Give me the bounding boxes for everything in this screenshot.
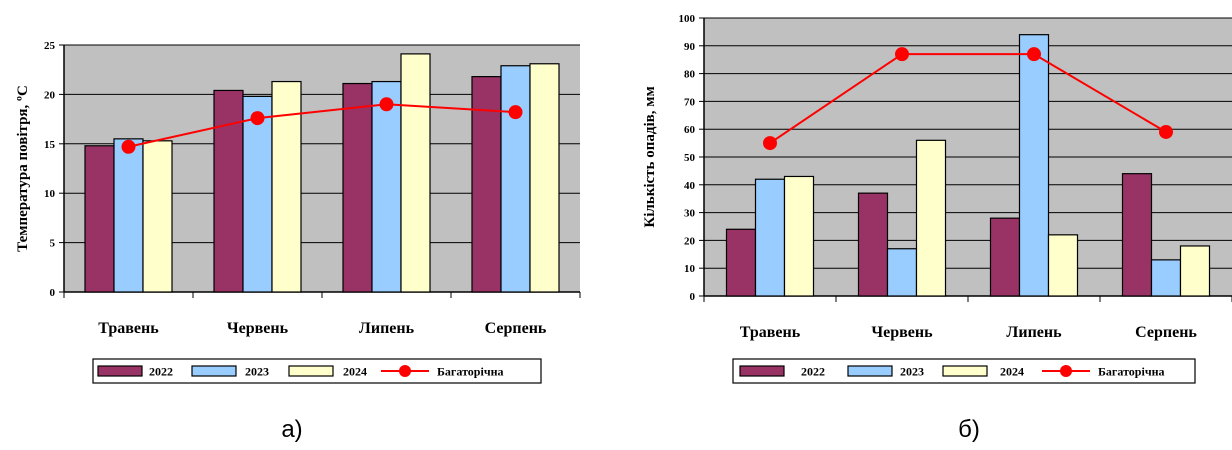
y-tick-label: 30: [684, 208, 696, 220]
bar-2024-2: [400, 53, 431, 293]
bar-2023-3: [1150, 259, 1182, 297]
legend-label: 2023: [245, 365, 269, 379]
mean-point-0: [121, 139, 136, 154]
y-tick-label: 60: [684, 124, 696, 136]
legend-label: Багаторічна: [437, 365, 504, 379]
mean-point-2: [1027, 47, 1041, 62]
bar-2023-2: [1018, 34, 1050, 297]
y-tick-label: 0: [690, 291, 696, 303]
bar-2022-0: [725, 228, 757, 297]
y-tick-label: 90: [684, 41, 696, 53]
legend-label: 2024: [1000, 365, 1024, 379]
mean-point-0: [763, 136, 777, 151]
category-label: Травень: [98, 320, 159, 337]
legend-label: 2024: [343, 365, 367, 379]
chart-temperature: 0 5 10 15 20 25 Травень Червень Липень Серпень Тем…: [15, 40, 581, 443]
bar-2023-1: [242, 95, 273, 293]
y-tick-label: 80: [684, 69, 696, 81]
bar-2024-0: [783, 175, 815, 297]
bar-2022-1: [857, 192, 889, 297]
y-tick-label: 10: [684, 263, 696, 275]
legend-marker-swatch: [1060, 365, 1072, 377]
mean-line: [128, 103, 516, 148]
y-tick-label: 70: [684, 96, 696, 108]
y-tick-label: 20: [684, 235, 696, 247]
legend-label: 2022: [801, 365, 825, 379]
legend-marker-swatch: [399, 365, 411, 377]
y-tick-label: 100: [679, 13, 696, 25]
bar-2024-1: [915, 139, 947, 297]
legend-swatch-2024: [942, 365, 988, 377]
bar-2024-0: [142, 140, 173, 293]
bar-2022-2: [989, 217, 1021, 297]
legend-swatch-2023: [847, 365, 893, 377]
bar-2022-2: [342, 82, 373, 293]
chart-caption: б): [958, 416, 980, 443]
mean-point-2: [379, 97, 394, 112]
category-label: Липень: [1006, 324, 1062, 341]
y-tick-label: 0: [50, 287, 56, 299]
y-axis-title: Температура повітря, ºС: [15, 85, 31, 252]
mean-line: [769, 53, 1167, 144]
bar-2023-1: [886, 248, 918, 297]
legend-swatch-2022: [739, 365, 785, 377]
mean-point-3: [1159, 124, 1173, 139]
chart-caption: а): [281, 416, 302, 443]
y-tick-label: 15: [44, 139, 56, 151]
category-label: Червень: [227, 320, 289, 337]
category-label: Червень: [871, 324, 933, 341]
mean-point-1: [250, 111, 265, 126]
y-tick-label: 10: [44, 188, 56, 200]
legend-label: Багаторічна: [1098, 365, 1165, 379]
legend-swatch-2024: [288, 365, 334, 377]
mean-point-1: [895, 47, 909, 62]
bar-2024-3: [1179, 245, 1211, 297]
category-label: Серпень: [1135, 324, 1197, 341]
category-label: Липень: [359, 320, 415, 337]
mean-point-3: [508, 105, 523, 120]
category-label: Серпень: [485, 320, 547, 337]
y-tick-label: 40: [684, 180, 696, 192]
bar-2022-3: [1121, 173, 1153, 297]
chart-precipitation: 0 10 20 30 40 50 60 70 80 90 100 Травень Червень Липе…: [642, 13, 1232, 443]
y-axis-title: Кількість опадів, мм: [642, 86, 658, 227]
bar-2023-3: [500, 65, 531, 293]
legend-swatch-2022: [97, 365, 143, 377]
y-tick-label: 50: [684, 152, 696, 164]
category-label: Травень: [740, 324, 801, 341]
bar-2022-1: [213, 89, 244, 293]
bar-2022-0: [84, 145, 115, 293]
y-tick-label: 20: [44, 89, 56, 101]
bar-2023-0: [754, 178, 786, 297]
y-tick-label: 25: [44, 40, 56, 52]
bar-2024-2: [1047, 234, 1079, 297]
legend-swatch-2023: [191, 365, 237, 377]
bar-2023-2: [371, 80, 402, 293]
legend-label: 2023: [900, 365, 924, 379]
bar-2023-0: [113, 138, 144, 293]
y-tick-label: 5: [50, 238, 56, 250]
bar-2024-3: [529, 63, 560, 293]
legend-label: 2022: [149, 365, 173, 379]
